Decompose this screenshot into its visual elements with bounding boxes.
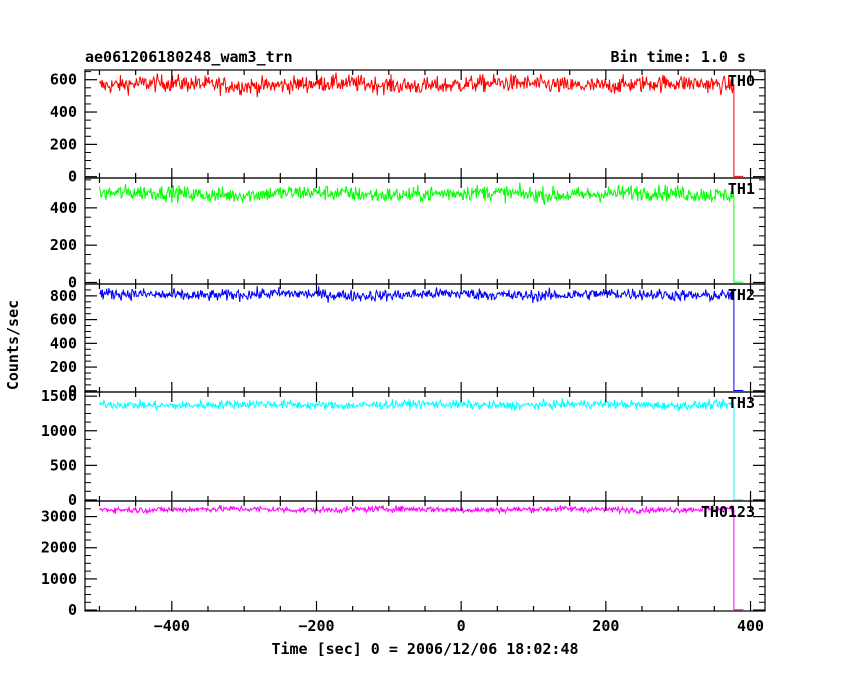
x-tick-label: −200 — [298, 617, 334, 635]
y-tick-label: 400 — [50, 199, 77, 217]
y-tick-label: 400 — [50, 334, 77, 352]
x-axis-label: Time [sec] 0 = 2006/12/06 18:02:48 — [271, 640, 578, 658]
series-label-th1: TH1 — [728, 180, 755, 198]
y-tick-label: 200 — [50, 358, 77, 376]
y-tick-label: 0 — [68, 491, 77, 509]
panel-th0: 0 200 400 600 TH0 — [50, 69, 766, 186]
y-tick-label: 200 — [50, 236, 77, 254]
series-line-th3 — [99, 397, 744, 501]
series-label-th3: TH3 — [728, 394, 755, 412]
series-label-th0: TH0 — [728, 72, 755, 90]
x-tick-label: 0 — [457, 617, 466, 635]
y-tick-label: 3000 — [41, 508, 77, 526]
y-tick-label: 2000 — [41, 539, 77, 557]
series-label-th0123: TH0123 — [701, 503, 755, 521]
panel-th3: 0 500 1000 1500 TH3 — [41, 387, 766, 509]
y-tick-label: 800 — [50, 287, 77, 305]
y-tick-label: 600 — [50, 71, 77, 89]
y-tick-label: 0 — [68, 274, 77, 292]
y-tick-label: 0 — [68, 382, 77, 400]
x-tick-label: 200 — [592, 617, 619, 635]
y-tick-label: 1000 — [41, 570, 77, 588]
series-line-th2 — [99, 285, 744, 391]
chart-title: ae061206180248_wam3_trn — [85, 48, 293, 66]
y-tick-label: 0 — [68, 168, 77, 186]
y-tick-label: 1500 — [41, 387, 77, 405]
x-tick-label: −400 — [154, 617, 190, 635]
y-tick-label: 0 — [68, 601, 77, 619]
panel-frame — [84, 283, 766, 393]
chart-subtitle: Bin time: 1.0 s — [611, 48, 746, 66]
panel-th2: 0 200 400 600 800 TH2 — [50, 283, 766, 400]
y-tick-label: 500 — [50, 456, 77, 474]
y-tick-label: 1000 — [41, 422, 77, 440]
y-tick-label: 400 — [50, 103, 77, 121]
series-line-th1 — [99, 182, 744, 283]
series-line-th0123 — [99, 504, 744, 611]
panel-frame — [84, 391, 766, 502]
series-label-th2: TH2 — [728, 286, 755, 304]
panel-th0123: 0 1000 2000 3000 TH0123 — [41, 500, 766, 619]
y-tick-label: 600 — [50, 311, 77, 329]
panel-frame — [84, 500, 766, 612]
panel-th1: 0 200 400 TH1 — [50, 177, 766, 292]
series-line-th0 — [99, 72, 744, 177]
x-tick-label: 400 — [737, 617, 764, 635]
y-axis-label: Counts/sec — [4, 300, 22, 390]
y-tick-label: 200 — [50, 135, 77, 153]
